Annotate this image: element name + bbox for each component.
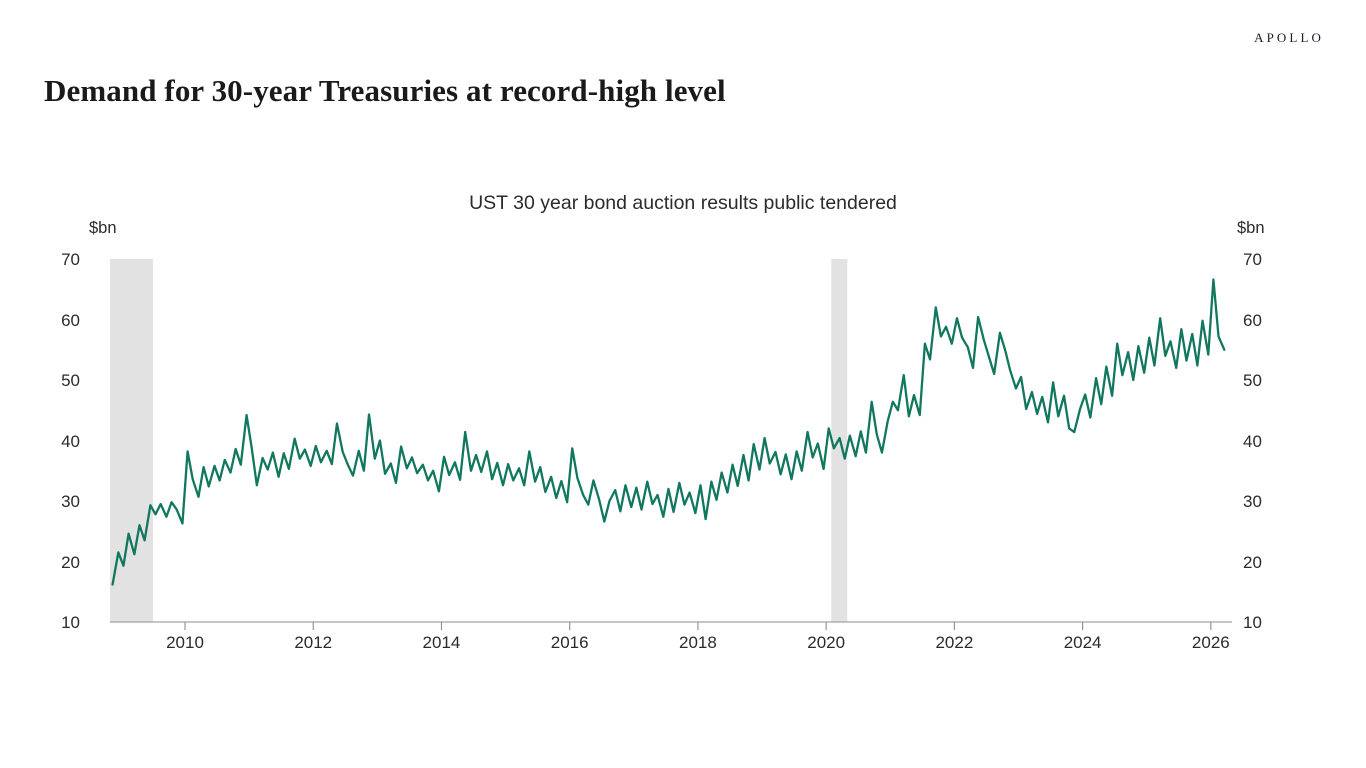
x-axis-tick-label: 2012 [294,633,333,652]
y-axis-tick-label: 60 [61,310,80,330]
y-axis-tick-label: 20 [1243,552,1262,572]
y-axis-tick-label: 50 [1243,371,1262,390]
y-axis-tick-label: 10 [61,613,80,632]
y-axis-tick-label: 30 [1243,492,1262,511]
apollo-logo: APOLLO [1254,30,1324,45]
y-axis-unit-right: $bn [1237,219,1265,237]
x-axis-tick-label: 2018 [679,633,717,652]
y-axis-tick-label: 70 [61,250,80,269]
y-axis-tick-label: 40 [61,431,80,451]
x-axis-tick-label: 2024 [1063,633,1102,652]
recession-shading [110,259,848,622]
y-axis-tick-label: 30 [61,492,80,511]
x-axis-tick-label: 2022 [935,633,974,652]
x-axis-tick-label: 2016 [550,633,589,652]
x-axis-tick-label: 2014 [422,633,461,652]
x-axis-tick-label: 2020 [807,633,846,652]
y-axis-unit-left: $bn [89,219,117,237]
y-axis-tick-label: 50 [61,371,80,390]
y-axis-tick-label: 60 [1243,310,1262,330]
y-axis-tick-label: 20 [61,552,80,572]
page-title: Demand for 30-year Treasuries at record-… [44,72,726,108]
y-axis-tick-label: 70 [1243,250,1262,269]
series-line-ust-30y-auction-tendered [111,278,1226,586]
x-axis-tick-label: 2010 [166,633,204,652]
x-axis-tick-label: 2026 [1191,633,1230,652]
y-axis-tick-label: 40 [1243,431,1262,451]
chart-title: UST 30 year bond auction results public … [469,192,897,214]
y-axis-tick-label: 10 [1243,613,1262,632]
x-axis-tick-marks [184,622,1212,630]
